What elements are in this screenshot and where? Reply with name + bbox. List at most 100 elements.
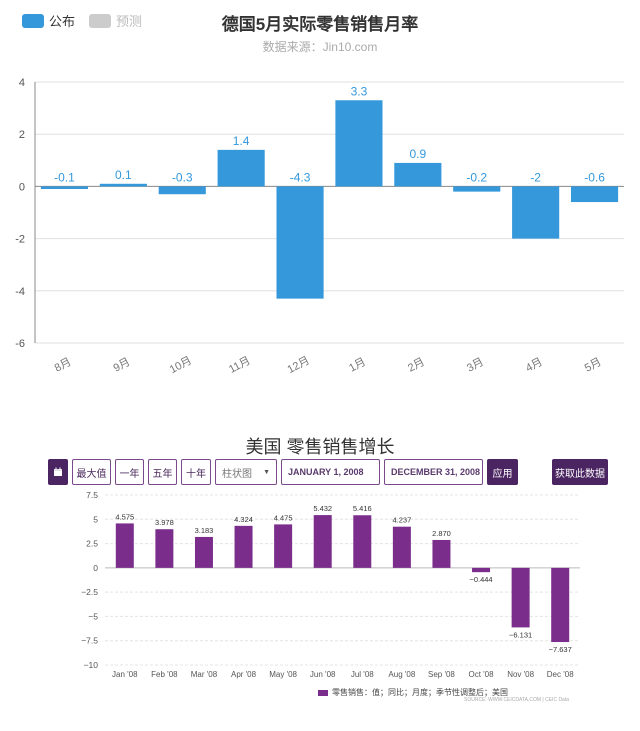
legend-swatch-published [22,13,44,28]
legend-swatch-forecast [89,13,112,28]
x-tick-label: Feb '08 [151,670,178,679]
bar [394,162,442,187]
x-tick-label: Mar '08 [191,670,218,679]
data-label: 0.9 [410,147,427,161]
x-tick-label: Dec '08 [547,670,574,679]
data-label: -4.3 [290,170,311,184]
data-label: -0.6 [584,170,605,184]
x-tick-label: 11月 [227,355,252,376]
chart1-legend: 公布 预测 [22,11,156,30]
x-tick-label: 8月 [53,356,74,375]
x-tick-label: 4月 [524,356,545,375]
x-tick-label: Jan '08 [112,670,138,679]
data-label: 5.416 [353,504,372,513]
x-tick-label: 3月 [465,356,486,375]
y-tick-label: 4 [19,77,25,89]
range-5y-button[interactable]: 五年 [148,459,177,485]
x-tick-label: 2月 [406,356,427,375]
x-tick-label: 10月 [168,355,194,377]
x-tick-label: Sep '08 [428,670,455,679]
x-tick-label: May '08 [269,670,297,679]
y-tick-label: −7.5 [81,636,98,646]
x-tick-label: 5月 [583,356,604,375]
bar [432,539,451,568]
data-label: 0.1 [115,168,132,182]
chart2-legend-label: 零售销售：值；同比；月度；季节性调整后；美国 [332,688,508,697]
chart2-legend-swatch [318,689,328,696]
legend-label-forecast: 预测 [116,14,143,29]
data-label: 4.237 [392,516,411,525]
y-tick-label: -4 [15,286,25,298]
calendar-icon [54,467,62,476]
get-data-button[interactable]: 获取此数据 [552,459,608,485]
x-tick-label: 9月 [112,356,133,375]
data-label: -2 [530,170,541,184]
data-label: −6.131 [509,630,532,639]
x-tick-label: Aug '08 [388,670,415,679]
data-label: 4.575 [115,512,134,521]
data-label: 4.324 [234,515,253,524]
y-tick-label: 0 [19,181,25,193]
bar [392,526,411,568]
calendar-button[interactable] [48,459,68,485]
bar [234,525,253,568]
y-tick-label: −5 [88,611,98,621]
x-tick-label: 1月 [347,356,368,375]
bar [99,183,147,187]
range-10y-button[interactable]: 十年 [181,459,211,485]
chart2-title: 美国 零售销售增长 [245,437,395,457]
y-tick-label: 2 [19,129,25,141]
bar [276,186,324,299]
bar [313,515,332,568]
bar [158,186,206,195]
data-label: −7.637 [549,645,572,654]
bar [453,186,501,192]
x-tick-label: Jun '08 [310,670,336,679]
data-label: 3.3 [351,84,368,98]
y-tick-label: −10 [84,660,99,670]
data-label: -0.1 [54,170,75,184]
chevron-down-icon: ▼ [263,468,270,476]
bar [335,100,383,187]
x-tick-label: 12月 [286,355,312,377]
data-label: 1.4 [233,134,250,148]
start-date-input[interactable]: JANUARY 1, 2008 [281,459,380,485]
data-label: 2.870 [432,529,451,538]
data-label: -0.2 [466,170,487,184]
chart2-source: SOURCE: WWW.CEICDATA.COM | CEIC Data [464,697,570,703]
end-date-input[interactable]: DECEMBER 31, 2008 [384,459,483,485]
data-label: 3.978 [155,518,174,527]
data-label: 5.432 [313,504,332,513]
y-tick-label: -6 [15,338,25,350]
y-tick-label: 0 [93,563,98,573]
legend-item-published[interactable]: 公布 [22,11,75,30]
chart2-toolbar: 最大值 一年 五年 十年 柱状图 ▼ JANUARY 1, 2008 DECEM… [48,459,612,485]
bar [472,567,491,573]
x-tick-label: Apr '08 [231,670,257,679]
data-label: −0.444 [469,575,492,584]
x-tick-label: Oct '08 [468,670,494,679]
bar [551,567,570,643]
chart2-plot: −10 −7.5 −5 −2.5 0 2.5 5 7.5 4.575 Jan '08 3.978 Fe… [81,490,580,679]
bar [353,515,372,568]
bar [194,536,213,568]
legend-label-published: 公布 [49,14,76,29]
bar [217,149,265,187]
range-max-button[interactable]: 最大值 [72,459,111,485]
legend-item-forecast[interactable]: 预测 [89,11,142,30]
y-tick-label: −2.5 [81,587,98,597]
x-tick-label: Jul '08 [351,670,374,679]
bar [511,567,530,628]
chart1-plot: -6 -4 -2 0 2 4 -0.1 8月 0.1 9月 -0.3 10月 1.4 11月 -4.3 12月… [15,77,624,377]
y-tick-label: 5 [93,514,98,524]
bar [155,529,174,568]
chart1-title: 德国5月实际零售销售月率 [221,15,419,34]
chart1-subtitle: 数据来源：Jin10.com [262,40,378,54]
apply-button[interactable]: 应用 [487,459,518,485]
range-1y-button[interactable]: 一年 [115,459,144,485]
chart2-legend: 零售销售：值；同比；月度；季节性调整后；美国 [318,687,508,698]
x-tick-label: Nov '08 [507,670,534,679]
chart-type-select[interactable]: 柱状图 ▼ [215,459,277,485]
bar [512,186,560,239]
bar [115,523,134,568]
